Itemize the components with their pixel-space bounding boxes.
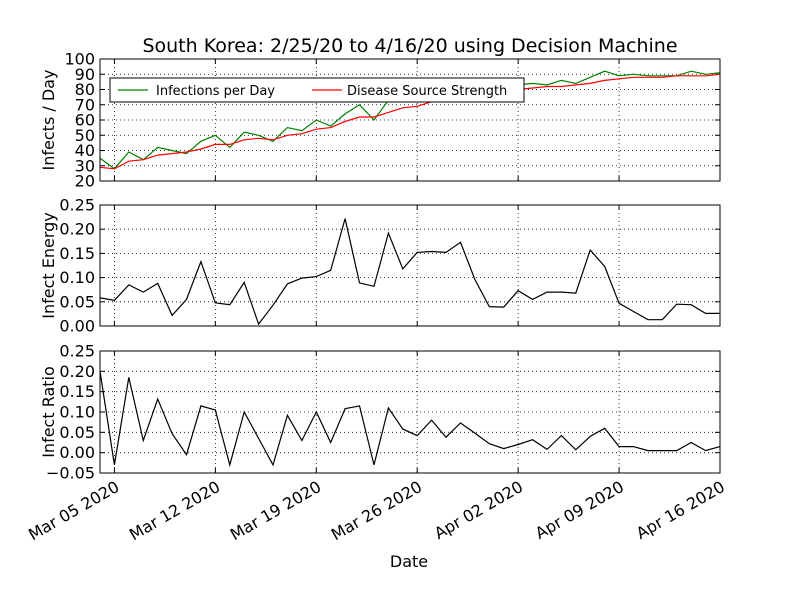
y-tick-label: 40 [75, 141, 95, 160]
chart-title: South Korea: 2/25/20 to 4/16/20 using De… [142, 35, 677, 57]
y-axis-label: Infect Ratio [39, 366, 58, 458]
y-tick-label: 0.25 [59, 342, 95, 361]
y-tick-label: 20 [75, 172, 95, 191]
plot-frame [99, 58, 721, 182]
y-tick-label: 0.10 [59, 403, 95, 422]
y-tick-label: 0.05 [59, 423, 95, 442]
y-tick-label: 0.15 [59, 244, 95, 263]
series-line-infect-energy [99, 218, 720, 326]
y-tick-label: 100 [64, 50, 95, 69]
y-axis-label: Infects / Day [39, 70, 58, 171]
y-axis-label: Infect Energy [39, 212, 58, 319]
x-axis-label: Date [390, 552, 428, 571]
plot-frame [99, 350, 721, 474]
y-tick-label: 0.20 [59, 362, 95, 381]
y-tick-label: 0.05 [59, 292, 95, 311]
y-tick-label: −0.05 [46, 464, 95, 483]
legend: Infections per Day Disease Source Strengt… [109, 77, 525, 103]
y-tick-label: 0.10 [59, 268, 95, 287]
y-tick-label: 0.00 [59, 317, 95, 336]
legend-label: Disease Source Strength [347, 84, 507, 99]
y-tick-label: 0.00 [59, 443, 95, 462]
y-tick-label: 60 [75, 111, 95, 130]
y-tick-label: 0.25 [59, 196, 95, 215]
y-tick-label: 0.20 [59, 220, 95, 239]
y-tick-label: 70 [75, 95, 95, 114]
plot-frame [99, 204, 721, 327]
y-tick-label: 50 [75, 126, 95, 145]
legend-label: Infections per Day [156, 84, 275, 99]
y-tick-label: 90 [75, 65, 95, 84]
y-tick-label: 0.15 [59, 382, 95, 401]
series-line-disease-source-strength [99, 73, 721, 170]
y-tick-label: 80 [75, 80, 95, 99]
y-tick-label: 30 [75, 156, 95, 175]
series-line-infect-ratio [99, 371, 721, 468]
